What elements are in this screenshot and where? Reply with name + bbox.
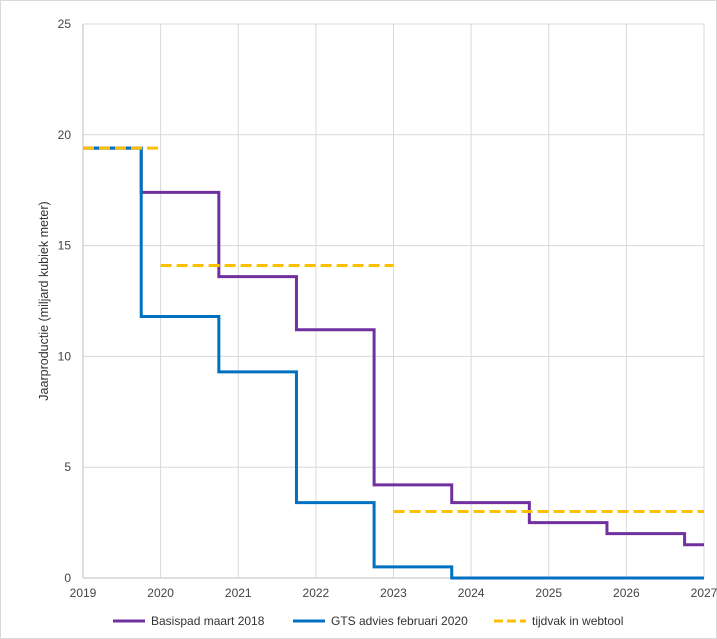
x-tick-label-2025: 2025 — [535, 586, 562, 600]
y-tick-label-10: 10 — [58, 349, 72, 363]
y-tick-label-15: 15 — [58, 239, 72, 253]
x-tick-label-2019: 2019 — [70, 586, 97, 600]
y-tick-label-5: 5 — [64, 460, 71, 474]
x-tick-label-2027: 2027 — [691, 586, 717, 600]
series-line-0 — [83, 146, 704, 547]
legend-label-0: Basispad maart 2018 — [151, 614, 265, 628]
y-tick-label-20: 20 — [58, 128, 72, 142]
y-tick-label-0: 0 — [64, 571, 71, 585]
x-tick-label-2020: 2020 — [147, 586, 174, 600]
legend: Basispad maart 2018 GTS advies februari 2… — [113, 614, 623, 628]
y-axis-title: Jaarproductie (miljard kubiek meter) — [37, 201, 51, 400]
legend-label-1: GTS advies februari 2020 — [331, 614, 468, 628]
grid-layer — [82, 23, 705, 579]
axis-layer: 2019 2020 2021 2022 2023 2024 2025 2026 20270510… — [37, 17, 717, 600]
series-layer — [83, 146, 704, 580]
x-tick-label-2021: 2021 — [225, 586, 252, 600]
y-tick-label-25: 25 — [58, 17, 72, 31]
series-line-1 — [83, 146, 704, 580]
legend-label-2: tijdvak in webtool — [532, 614, 623, 628]
x-tick-label-2023: 2023 — [380, 586, 407, 600]
x-tick-label-2024: 2024 — [458, 586, 485, 600]
x-tick-label-2026: 2026 — [613, 586, 640, 600]
x-tick-label-2022: 2022 — [303, 586, 330, 600]
